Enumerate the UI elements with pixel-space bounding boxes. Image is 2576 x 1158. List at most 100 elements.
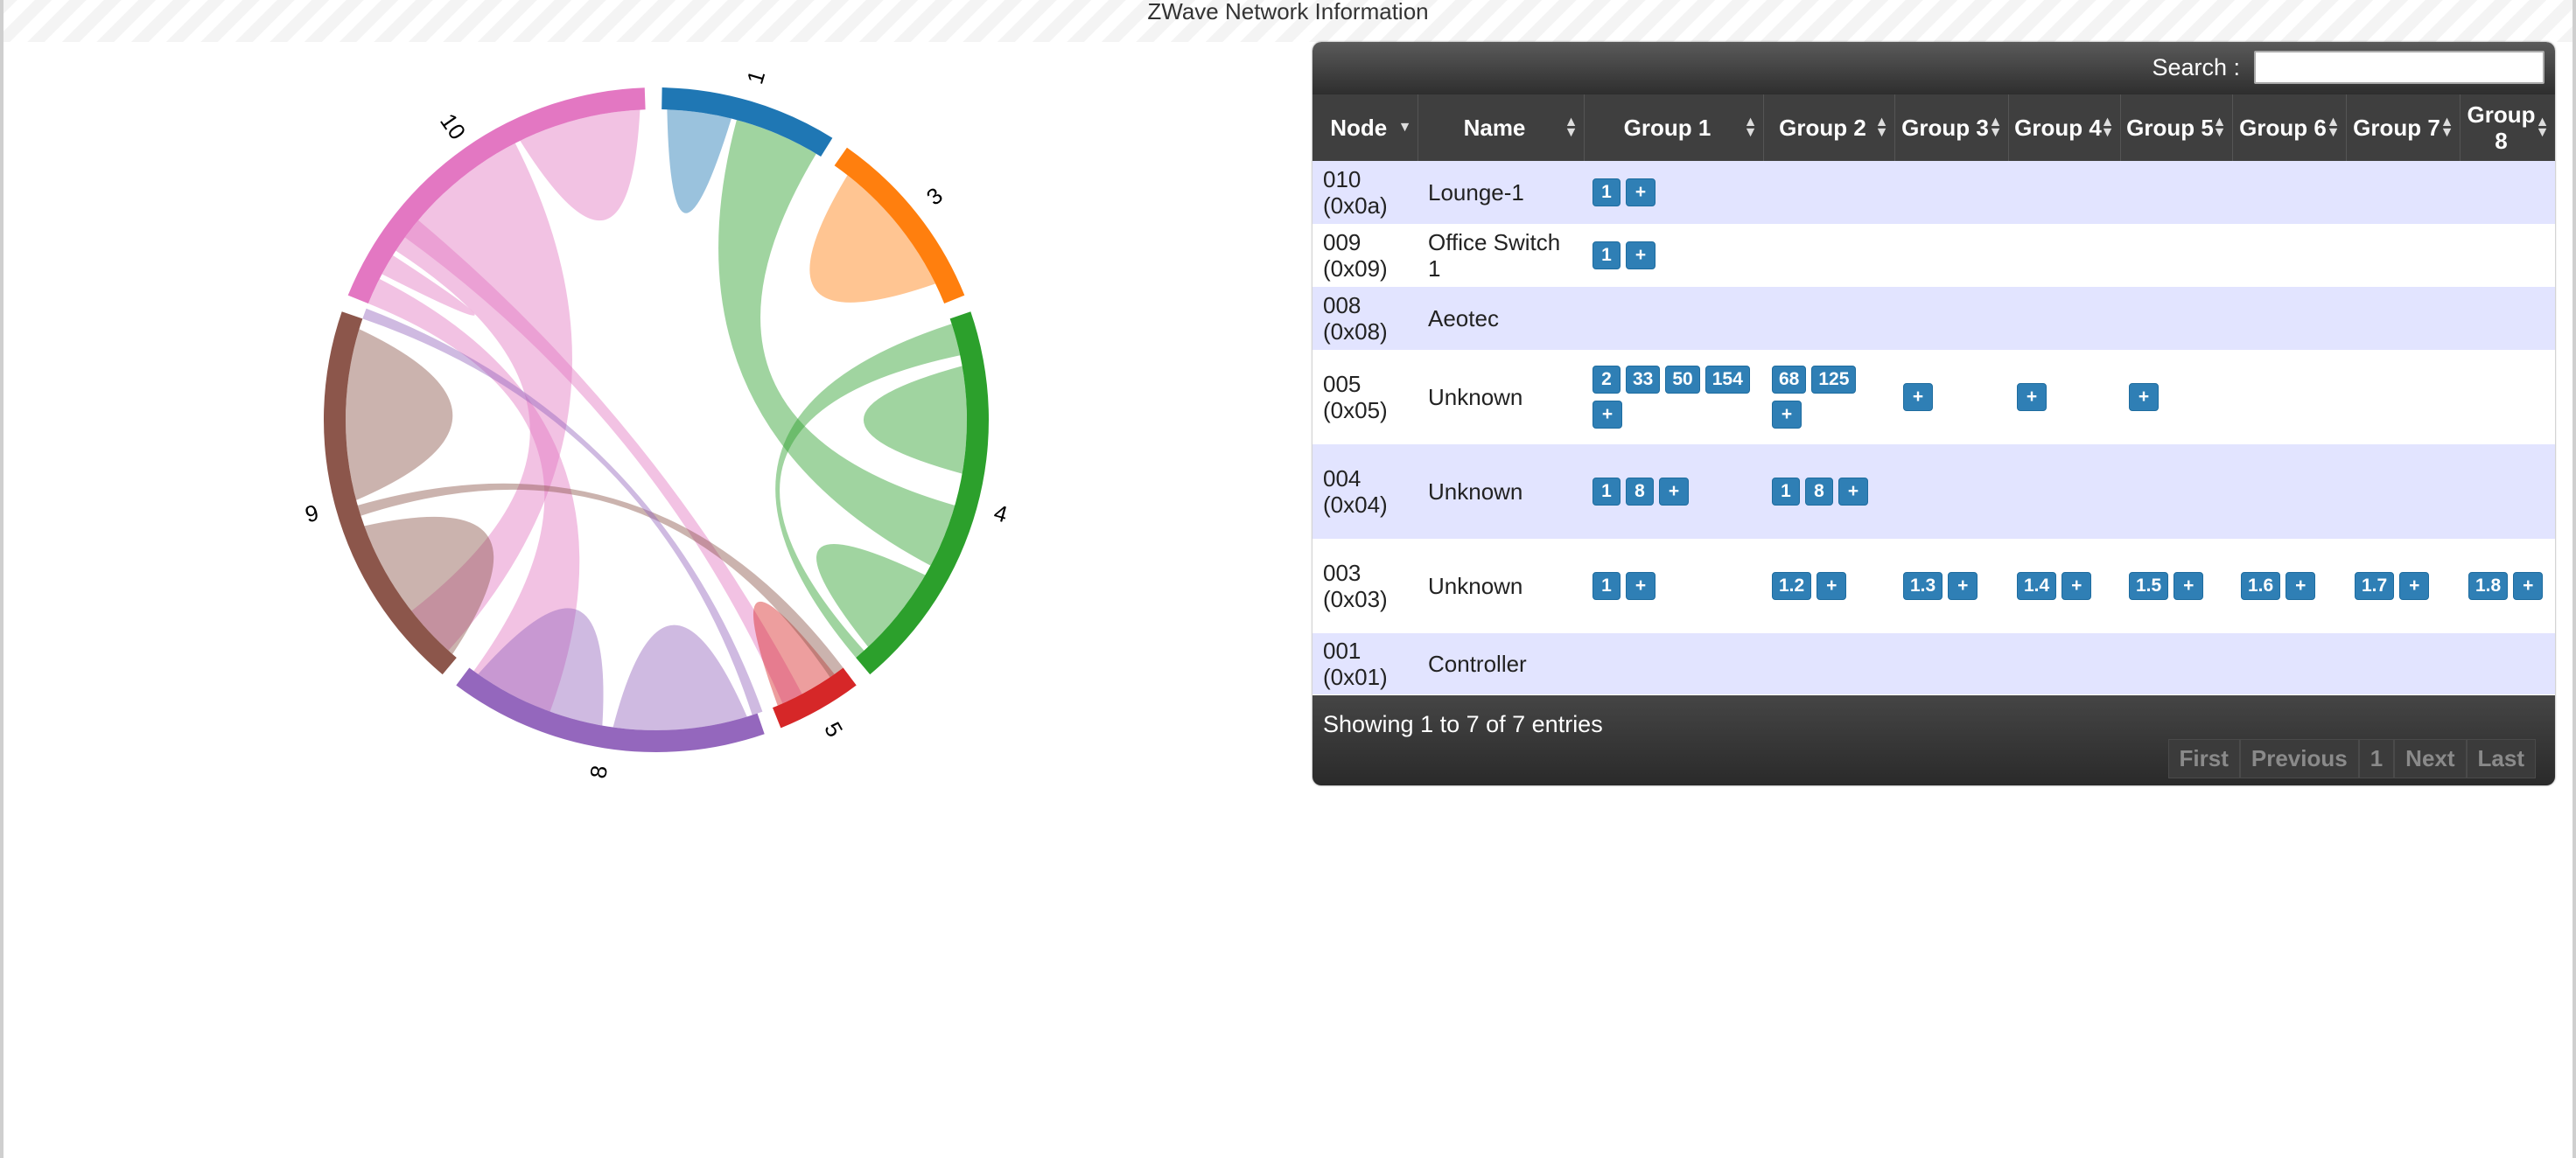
add-association-button[interactable]: + [2062, 572, 2092, 600]
chord-arc-node-3[interactable] [834, 147, 965, 304]
add-association-button[interactable]: + [2399, 572, 2430, 600]
add-association-button[interactable]: + [2129, 383, 2159, 411]
group-1-cell: 1 + [1584, 224, 1763, 287]
association-button[interactable]: 8 [1805, 478, 1833, 506]
node-cell: 001 (0x01) [1312, 633, 1418, 694]
add-association-button[interactable]: + [2513, 572, 2544, 600]
association-button[interactable]: 1.2 [1772, 572, 1812, 600]
chord-arc-node-8[interactable] [456, 667, 765, 752]
group-8-cell [2460, 161, 2555, 224]
association-button[interactable]: 1.7 [2355, 572, 2395, 600]
add-association-button[interactable]: + [1592, 401, 1622, 429]
association-button[interactable]: 1 [1592, 178, 1620, 206]
table-row: 009 (0x09) Office Switch 1 1 + [1312, 224, 2555, 287]
column-header-group-5[interactable]: Group 5 ▲ ▼ [2120, 94, 2233, 161]
association-button[interactable]: 1 [1772, 478, 1800, 506]
association-button[interactable]: 1.8 [2468, 572, 2509, 600]
group-8-cell [2460, 287, 2555, 350]
chord-label-node-4: 4 [991, 499, 1011, 528]
add-association-button[interactable]: + [1816, 572, 1847, 600]
group-6-cell [2232, 161, 2346, 224]
add-association-button[interactable]: + [1772, 401, 1802, 429]
column-header-group-1[interactable]: Group 1 ▲ ▼ [1584, 94, 1764, 161]
association-button[interactable]: 1 [1592, 572, 1620, 600]
column-header-group-4[interactable]: Group 4 ▲ ▼ [2008, 94, 2121, 161]
column-header-group-8[interactable]: Group 8 ▲ ▼ [2460, 94, 2555, 161]
association-button[interactable]: 125 [1811, 366, 1857, 394]
association-button[interactable]: 1.4 [2017, 572, 2057, 600]
pager-1-button[interactable]: 1 [2358, 739, 2395, 778]
chord-ribbon [809, 175, 936, 303]
association-button[interactable]: 1.6 [2241, 572, 2281, 600]
page-right-border [2572, 0, 2576, 1158]
group-7-cell [2346, 444, 2460, 539]
association-button[interactable]: 1.5 [2129, 572, 2169, 600]
add-association-button[interactable]: + [1903, 383, 1933, 411]
sort-both-icon: ▲ ▼ [2212, 115, 2227, 140]
chord-arc-node-1[interactable] [662, 87, 833, 157]
association-button[interactable]: 2 [1592, 366, 1620, 394]
column-header-group-3[interactable]: Group 3 ▲ ▼ [1894, 94, 2009, 161]
column-header-label: Node [1330, 115, 1388, 141]
add-association-button[interactable]: + [1626, 241, 1656, 269]
chord-ribbon [396, 143, 572, 651]
group-4-cell: 1.4 + [2008, 539, 2120, 633]
table-row: 008 (0x08) Aeotec [1312, 287, 2555, 350]
chord-ribbon [718, 120, 956, 566]
table-row: 003 (0x03) Unknown 1 +1.2 +1.3 +1.4 +1.5 +1.6 +1.… [1312, 539, 2555, 633]
add-association-button[interactable]: + [1948, 572, 1978, 600]
search-input[interactable] [2254, 51, 2544, 84]
column-header-name[interactable]: Name ▲ ▼ [1418, 94, 1585, 161]
node-id: 004 [1323, 465, 1362, 492]
pager-next-button[interactable]: Next [2394, 739, 2467, 778]
pager-previous-button[interactable]: Previous [2239, 739, 2359, 778]
chord-ribbon [667, 109, 732, 213]
group-3-cell [1894, 161, 2008, 224]
association-button[interactable]: 8 [1626, 478, 1654, 506]
column-header-group-7[interactable]: Group 7 ▲ ▼ [2346, 94, 2460, 161]
chord-arc-node-10[interactable] [347, 87, 646, 304]
chord-arc-node-5[interactable] [772, 667, 857, 729]
chord-ribbon [404, 220, 802, 704]
group-4-cell [2008, 444, 2120, 539]
column-header-group-2[interactable]: Group 2 ▲ ▼ [1763, 94, 1895, 161]
chord-ribbon [368, 278, 580, 712]
add-association-button[interactable]: + [1626, 178, 1656, 206]
table-row: 010 (0x0a) Lounge-1 1 + [1312, 161, 2555, 224]
association-button[interactable]: 50 [1665, 366, 1700, 394]
chord-arc-node-9[interactable] [323, 311, 457, 675]
group-1-cell [1584, 287, 1763, 350]
column-header-group-6[interactable]: Group 6 ▲ ▼ [2232, 94, 2347, 161]
association-button[interactable]: 1 [1592, 241, 1620, 269]
association-button[interactable]: 68 [1772, 366, 1807, 394]
column-header-node[interactable]: Node ▼ [1312, 94, 1418, 161]
pager-last-button[interactable]: Last [2466, 739, 2536, 778]
group-2-cell: 1.2 + [1763, 539, 1894, 633]
association-button[interactable]: 1 [1592, 478, 1620, 506]
column-header-label: Group 4 [2014, 115, 2102, 141]
group-1-cell: 1 + [1584, 539, 1763, 633]
group-5-cell [2120, 287, 2232, 350]
group-6-cell [2232, 224, 2346, 287]
add-association-button[interactable]: + [1838, 478, 1868, 506]
add-association-button[interactable]: + [1626, 572, 1656, 600]
table-row: 004 (0x04) Unknown 1 8 +1 8 + [1312, 444, 2555, 539]
group-1-cell [1584, 633, 1763, 694]
chord-ribbon [520, 109, 640, 221]
chord-label-node-1: 1 [741, 67, 770, 87]
add-association-button[interactable]: + [2017, 383, 2047, 411]
node-name: Unknown [1418, 350, 1584, 444]
node-id: 003 [1323, 560, 1362, 586]
group-2-cell [1763, 161, 1894, 224]
association-button[interactable]: 154 [1704, 366, 1750, 394]
add-association-button[interactable]: + [2174, 572, 2204, 600]
pager-first-button[interactable]: First [2167, 739, 2240, 778]
add-association-button[interactable]: + [2286, 572, 2316, 600]
chord-ribbon [752, 601, 835, 706]
chord-arc-node-4[interactable] [856, 311, 989, 675]
association-button[interactable]: 33 [1626, 366, 1661, 394]
table-info: Showing 1 to 7 of 7 entries [1323, 711, 1603, 737]
group-5-cell [2120, 444, 2232, 539]
association-button[interactable]: 1.3 [1903, 572, 1943, 600]
add-association-button[interactable]: + [1659, 478, 1689, 506]
